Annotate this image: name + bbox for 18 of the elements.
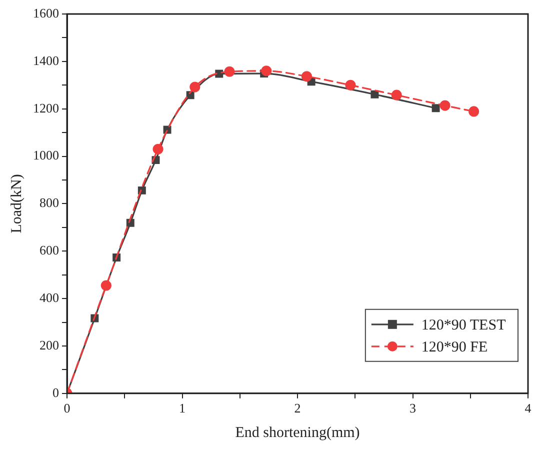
x-tick-label: 1 xyxy=(179,400,186,416)
y-tick-label: 1200 xyxy=(33,100,59,116)
y-tick-label: 200 xyxy=(40,337,59,352)
y-tick-label: 0 xyxy=(52,384,59,400)
x-tick-label: 2 xyxy=(294,400,301,416)
x-tick-label: 0 xyxy=(64,400,70,416)
y-tick-label: 800 xyxy=(40,195,59,210)
x-tick-label: 4 xyxy=(524,400,532,416)
y-tick-label: 1400 xyxy=(33,52,59,68)
x-axis-title: End shortening(mm) xyxy=(235,424,360,441)
legend-label: 120*90 TEST xyxy=(421,317,506,334)
y-tick-label: 1000 xyxy=(33,148,59,163)
y-tick-label: 600 xyxy=(40,242,59,258)
y-axis-title: Load(kN) xyxy=(8,174,25,234)
x-tick-label: 3 xyxy=(410,400,416,416)
legend-label: 120*90 FE xyxy=(421,339,488,356)
y-tick-label: 400 xyxy=(40,290,59,305)
y-tick-label: 1600 xyxy=(33,5,59,20)
